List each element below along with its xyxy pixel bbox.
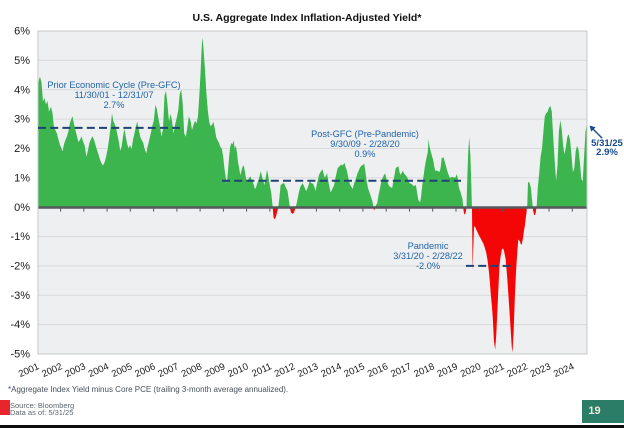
svg-text:2017: 2017	[389, 361, 413, 380]
svg-text:-5%: -5%	[10, 349, 30, 361]
svg-text:2014: 2014	[319, 361, 344, 380]
svg-text:6%: 6%	[14, 26, 30, 38]
svg-text:2003: 2003	[63, 361, 87, 380]
svg-text:2019: 2019	[436, 361, 460, 380]
svg-text:2007: 2007	[157, 361, 181, 380]
svg-text:2016: 2016	[366, 361, 390, 380]
svg-text:2021: 2021	[482, 361, 506, 380]
svg-text:-1%: -1%	[10, 231, 30, 243]
svg-text:2%: 2%	[14, 143, 30, 155]
svg-text:5%: 5%	[14, 55, 30, 67]
svg-text:4%: 4%	[14, 84, 30, 96]
svg-text:-4%: -4%	[10, 319, 30, 331]
svg-text:-3%: -3%	[10, 290, 30, 302]
svg-text:-2%: -2%	[10, 261, 30, 273]
svg-text:2011: 2011	[250, 361, 273, 379]
svg-text:2015: 2015	[343, 361, 367, 380]
svg-text:2006: 2006	[133, 361, 157, 380]
svg-text:2009: 2009	[203, 361, 227, 380]
svg-text:2002: 2002	[40, 361, 64, 380]
svg-text:2013: 2013	[296, 361, 320, 380]
svg-text:0%: 0%	[14, 202, 30, 214]
svg-text:2020: 2020	[459, 361, 483, 380]
svg-text:2012: 2012	[273, 361, 297, 380]
svg-text:2005: 2005	[110, 361, 134, 380]
svg-text:2023: 2023	[529, 361, 553, 380]
svg-text:2004: 2004	[87, 361, 112, 380]
svg-text:1%: 1%	[14, 172, 30, 184]
svg-text:2018: 2018	[412, 361, 436, 380]
svg-text:2024: 2024	[552, 361, 577, 380]
svg-text:2010: 2010	[226, 361, 250, 380]
svg-text:2008: 2008	[180, 361, 204, 380]
svg-text:2022: 2022	[505, 361, 529, 380]
svg-text:3%: 3%	[14, 114, 30, 126]
svg-text:2001: 2001	[17, 361, 41, 380]
